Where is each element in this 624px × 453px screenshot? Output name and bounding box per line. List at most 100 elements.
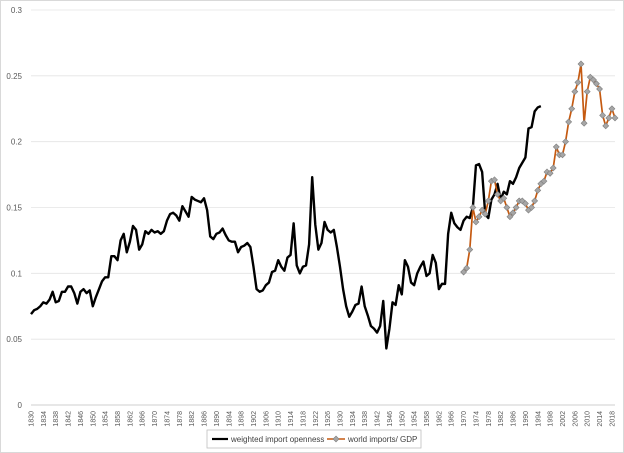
y-tick-label: 0.3 (11, 6, 23, 15)
data-point-world-imports-gdp (589, 76, 597, 84)
x-tick-label: 1970 (461, 411, 468, 427)
data-point-world-imports-gdp (466, 246, 474, 254)
x-tick-label: 1950 (399, 411, 406, 427)
x-tick-label: 1986 (511, 411, 518, 427)
series-markers (460, 60, 619, 276)
x-tick-label: 1922 (313, 411, 320, 427)
data-point-world-imports-gdp (605, 114, 613, 122)
x-tick-label: 1954 (412, 411, 419, 427)
data-point-world-imports-gdp (491, 176, 498, 184)
data-point-world-imports-gdp (593, 80, 600, 88)
x-tick-label: 1918 (300, 411, 307, 427)
x-tick-label: 1870 (152, 411, 159, 427)
y-axis-ticks: 0 0.05 0.1 0.15 0.2 0.25 0.3 (6, 6, 22, 410)
x-tick-label: 2002 (560, 411, 567, 427)
data-point-world-imports-gdp (608, 105, 616, 113)
legend-marker-world-imports-gdp (332, 435, 340, 443)
x-tick-label: 1974 (473, 411, 480, 427)
data-point-world-imports-gdp (500, 194, 508, 202)
x-tick-label: 1926 (325, 411, 332, 427)
x-axis-ticks: 1830 1834 1838 1842 1846 1850 1854 1858 1862 1866… (29, 411, 617, 427)
x-tick-label: 1958 (424, 411, 431, 427)
data-point-world-imports-gdp (484, 197, 492, 205)
x-tick-label: 1962 (436, 411, 443, 427)
x-tick-label: 2018 (609, 411, 616, 427)
data-point-world-imports-gdp (559, 151, 566, 159)
data-point-world-imports-gdp (478, 206, 486, 214)
data-point-world-imports-gdp (506, 213, 514, 221)
data-point-world-imports-gdp (602, 122, 610, 130)
x-tick-label: 1858 (115, 411, 122, 427)
x-tick-label: 1862 (127, 411, 134, 427)
data-point-world-imports-gdp (599, 111, 607, 119)
x-tick-label: 1846 (78, 411, 85, 427)
x-tick-label: 1998 (548, 411, 555, 427)
data-point-world-imports-gdp (509, 209, 517, 217)
y-tick-label: 0.1 (11, 269, 23, 278)
data-point-world-imports-gdp (540, 177, 548, 185)
data-point-world-imports-gdp (512, 204, 520, 211)
x-tick-label: 1994 (535, 411, 542, 427)
x-tick-label: 1910 (276, 411, 283, 427)
data-point-world-imports-gdp (460, 268, 468, 276)
data-point-world-imports-gdp (549, 164, 557, 172)
x-tick-label: 1878 (177, 411, 184, 427)
x-tick-label: 1834 (41, 411, 48, 427)
data-point-world-imports-gdp (469, 204, 477, 211)
data-point-world-imports-gdp (546, 169, 554, 177)
x-tick-label: 1982 (498, 411, 505, 427)
data-point-world-imports-gdp (583, 88, 591, 96)
gridlines (31, 9, 615, 406)
y-tick-label: 0.2 (11, 138, 23, 147)
x-tick-label: 1906 (263, 411, 270, 427)
data-point-world-imports-gdp (574, 78, 582, 86)
y-tick-label: 0 (18, 401, 23, 410)
data-point-world-imports-gdp (568, 105, 576, 113)
data-point-world-imports-gdp (521, 200, 529, 207)
y-tick-label: 0.05 (6, 335, 22, 344)
x-tick-label: 1850 (90, 411, 97, 427)
x-tick-label: 1854 (103, 411, 110, 427)
series-line-weighted-import-openness (30, 105, 542, 350)
x-tick-label: 1966 (449, 411, 456, 427)
data-point-world-imports-gdp (475, 213, 483, 221)
data-point-world-imports-gdp (571, 88, 579, 96)
data-point-world-imports-gdp (565, 118, 573, 126)
data-point-world-imports-gdp (463, 264, 471, 272)
data-point-world-imports-gdp (611, 114, 619, 122)
legend-label-world-imports-gdp: world imports/ GDP (347, 435, 417, 444)
x-tick-label: 1902 (251, 411, 258, 427)
data-point-world-imports-gdp (534, 186, 542, 194)
data-point-world-imports-gdp (494, 190, 502, 198)
legend-box (206, 429, 422, 449)
data-point-world-imports-gdp (562, 138, 569, 146)
data-point-world-imports-gdp (552, 143, 560, 151)
x-tick-label: 1914 (288, 411, 295, 427)
legend-label-weighted-import-openness: weighted import openness (230, 435, 324, 444)
x-tick-label: 1930 (337, 411, 344, 427)
x-tick-label: 1938 (362, 411, 369, 427)
data-point-world-imports-gdp (577, 60, 585, 68)
data-point-world-imports-gdp (481, 210, 489, 218)
x-tick-label: 1890 (214, 411, 221, 427)
data-point-world-imports-gdp (503, 204, 511, 211)
series-lines (30, 63, 616, 350)
y-tick-label: 0.25 (6, 72, 22, 81)
x-tick-label: 1866 (140, 411, 147, 427)
data-point-world-imports-gdp (518, 197, 526, 205)
x-tick-label: 1874 (164, 411, 171, 427)
x-tick-label: 1942 (375, 411, 382, 427)
x-tick-label: 1894 (226, 411, 233, 427)
x-tick-label: 1934 (350, 411, 357, 427)
series-line-world-imports-gdp (462, 63, 616, 273)
data-point-world-imports-gdp (528, 204, 535, 211)
data-point-world-imports-gdp (580, 119, 588, 127)
x-tick-label: 1978 (486, 411, 493, 427)
data-point-world-imports-gdp (472, 218, 480, 226)
x-tick-label: 1898 (239, 411, 246, 427)
x-tick-label: 2006 (572, 411, 579, 427)
x-tick-label: 1946 (387, 411, 394, 427)
x-tick-label: 2014 (597, 411, 604, 427)
